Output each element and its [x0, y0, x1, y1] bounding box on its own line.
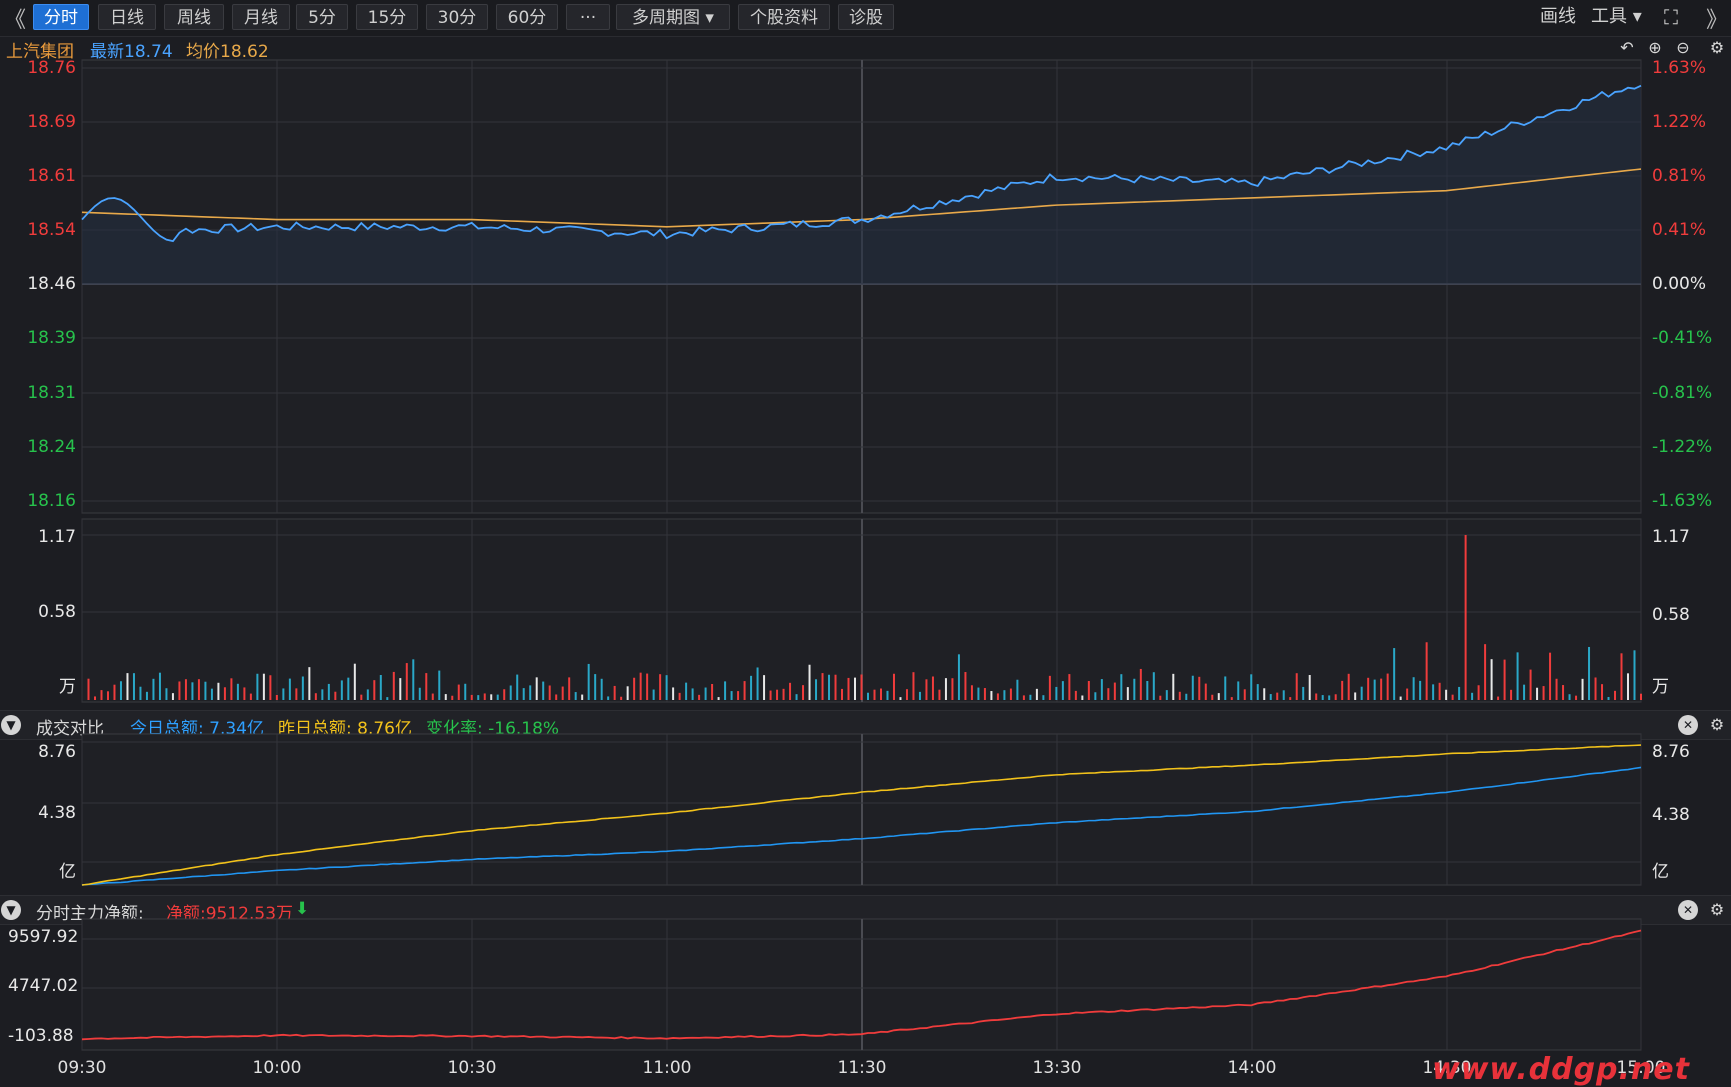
price-axis-left-6: 18.31	[27, 383, 76, 403]
price-area	[82, 85, 1641, 285]
compare-axis-mid-right: 4.38	[1652, 805, 1690, 825]
yesterday-total-line	[81, 744, 1642, 886]
price-axis-right-4: 0.00%	[1652, 274, 1707, 294]
price-axis-right-3: 0.41%	[1652, 220, 1707, 240]
price-axis-left-0: 18.76	[27, 58, 76, 78]
flow-axis-top: 9597.92	[8, 927, 79, 947]
collapse-flow-icon[interactable]: ▼	[1, 900, 21, 920]
settings-icon[interactable]: ⚙	[1709, 38, 1725, 57]
tab-5[interactable]: 15分	[356, 4, 418, 30]
price-axis-right-1: 1.22%	[1652, 112, 1707, 132]
zoom-out-icon[interactable]: ⊖	[1676, 38, 1690, 57]
zoom-in-icon[interactable]: ⊕	[1648, 38, 1662, 57]
flow-axis-bottom: -103.88	[8, 1026, 74, 1046]
volume-axis-unit-right: 万	[1652, 677, 1669, 697]
compare-axis-top-right: 8.76	[1652, 742, 1690, 762]
watermark: www.ddgp.net	[1432, 1052, 1690, 1087]
volume-axis-mid-right: 0.58	[1652, 605, 1690, 625]
price-axis-left-3: 18.54	[27, 220, 76, 240]
price-axis-right-0: 1.63%	[1652, 58, 1707, 78]
volume-axis-top-right: 1.17	[1652, 527, 1690, 547]
tab-1[interactable]: 日线	[98, 4, 156, 30]
panel-settings-icon[interactable]: ⚙	[1709, 715, 1725, 734]
price-axis-right-2: 0.81%	[1652, 166, 1707, 186]
stock-name: 上汽集团	[6, 42, 74, 62]
price-axis-left-5: 18.39	[27, 328, 76, 348]
time-label-0: 09:30	[57, 1058, 107, 1078]
volume-axis-top-left: 1.17	[38, 527, 76, 547]
time-label-6: 14:00	[1227, 1058, 1277, 1078]
compare-axis-top-left: 8.76	[38, 742, 76, 762]
price-axis-right-8: -1.63%	[1652, 491, 1713, 511]
price-axis-right-5: -0.41%	[1652, 328, 1713, 348]
tab-2[interactable]: 周线	[164, 4, 224, 30]
price-axis-left-8: 18.16	[27, 491, 76, 511]
compare-axis-unit-left: 亿	[59, 862, 76, 882]
tab-6[interactable]: 30分	[426, 4, 488, 30]
time-label-7: 14:30	[1422, 1058, 1472, 1078]
tab-10[interactable]: 个股资料	[738, 4, 830, 30]
price-axis-left-2: 18.61	[27, 166, 76, 186]
compare-axis-unit-right: 亿	[1652, 862, 1669, 882]
latest-price: 最新18.74	[90, 42, 173, 62]
volume-axis-unit-left: 万	[59, 677, 76, 697]
tab-0[interactable]: 分时	[33, 4, 89, 30]
tab-4[interactable]: 5分	[296, 4, 348, 30]
expand-icon[interactable]: ⛶	[1664, 5, 1678, 29]
latest-price-line	[81, 84, 1642, 243]
tab-9[interactable]: 多周期图 ▾	[616, 4, 730, 30]
time-label-2: 10:30	[447, 1058, 497, 1078]
tab-8[interactable]: ···	[566, 4, 610, 30]
volume-axis-mid-left: 0.58	[38, 602, 76, 622]
avg-price: 均价18.62	[186, 42, 269, 62]
time-label-5: 13:30	[1032, 1058, 1082, 1078]
price-axis-left-1: 18.69	[27, 112, 76, 132]
time-label-8: 15:00	[1616, 1058, 1666, 1078]
price-axis-left-7: 18.24	[27, 437, 76, 457]
collapse-left-icon[interactable]: 《	[4, 8, 27, 33]
collapse-panel-icon[interactable]: ▼	[1, 715, 21, 735]
tools-dropdown[interactable]: 工具 ▾	[1591, 6, 1642, 27]
compare-axis-mid-left: 4.38	[38, 803, 76, 823]
price-axis-right-6: -0.81%	[1652, 383, 1713, 403]
toolbar: 《 分时 日线 周线 月线 5分 15分 30分 60分 ··· 多周期图 ▾ 个股资料 诊股 画线 …	[0, 0, 1731, 37]
main-net-flow-line	[81, 929, 1642, 1041]
down-arrow-icon: ⬇	[295, 899, 310, 919]
tab-11[interactable]: 诊股	[838, 4, 894, 30]
flow-axis-mid: 4747.02	[8, 976, 79, 996]
tab-3[interactable]: 月线	[232, 4, 290, 30]
collapse-right-icon[interactable]: 》	[1706, 8, 1729, 33]
draw-line-button[interactable]: 画线	[1540, 6, 1576, 27]
today-total-line	[81, 766, 1642, 886]
price-axis-left-4: 18.46	[27, 274, 76, 294]
undo-icon[interactable]: ↶	[1620, 38, 1634, 57]
close-flow-icon[interactable]: ✕	[1678, 900, 1698, 920]
time-label-1: 10:00	[252, 1058, 302, 1078]
time-label-4: 11:30	[837, 1058, 887, 1078]
flow-settings-icon[interactable]: ⚙	[1709, 900, 1725, 919]
tab-7[interactable]: 60分	[496, 4, 558, 30]
time-label-3: 11:00	[642, 1058, 692, 1078]
close-panel-icon[interactable]: ✕	[1678, 715, 1698, 735]
price-axis-right-7: -1.22%	[1652, 437, 1713, 457]
